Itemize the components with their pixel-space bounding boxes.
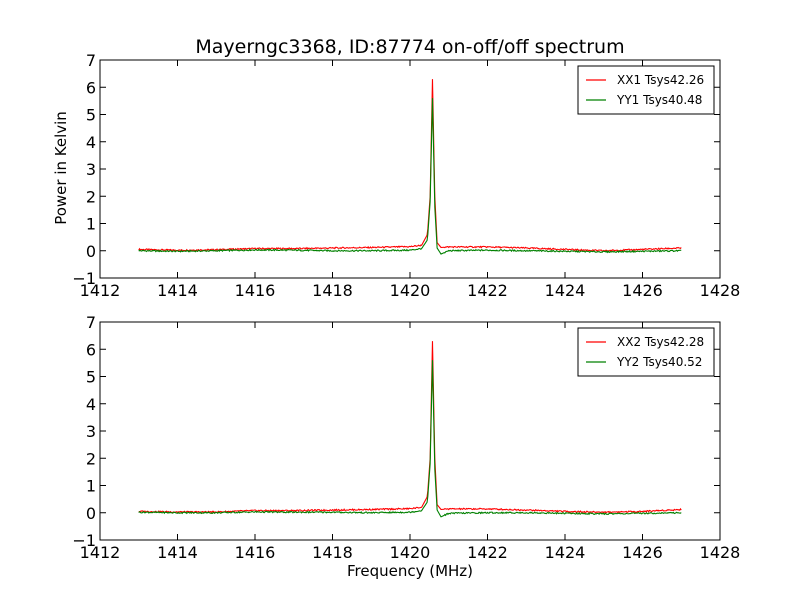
y-tick-label: 1 (86, 215, 96, 234)
y-tick-label: 5 (86, 368, 96, 387)
x-tick-label: 1414 (157, 543, 198, 562)
legend-label: YY1 Tsys40.48 (616, 93, 702, 107)
x-tick-label: 1416 (235, 281, 276, 300)
legend-box (577, 65, 715, 115)
y-tick-label: 6 (86, 340, 96, 359)
panels: 1412 1414 1416 1418 1420 1422 1424 1426 1428−101… (72, 51, 740, 562)
x-tick-label: 1420 (390, 543, 431, 562)
y-tick-label: 5 (86, 106, 96, 125)
x-tick-label: 1426 (622, 543, 663, 562)
panel-1: 1412 1414 1416 1418 1420 1422 1424 1426 1428−101… (72, 51, 740, 300)
y-tick-label: 1 (86, 477, 96, 496)
x-tick-label: 1418 (312, 543, 353, 562)
x-tick-label: 1418 (312, 281, 353, 300)
y-tick-label: 7 (86, 313, 96, 332)
x-tick-label: 1422 (467, 281, 508, 300)
x-tick-label: 1412 (80, 543, 121, 562)
y-tick-label: 4 (86, 133, 96, 152)
y-tick-label: 2 (86, 187, 96, 206)
legend-label: XX1 Tsys42.26 (617, 73, 704, 87)
y-axis-label: Power in Kelvin (52, 111, 70, 225)
x-tick-label: 1426 (622, 281, 663, 300)
x-tick-label: 1422 (467, 543, 508, 562)
x-tick-label: 1412 (80, 281, 121, 300)
chart-title: Mayerngc3368, ID:87774 on-off/off spectr… (195, 36, 624, 58)
x-tick-label: 1428 (700, 543, 741, 562)
x-tick-label: 1416 (235, 543, 276, 562)
legend-label: XX2 Tsys42.28 (617, 335, 704, 349)
series-line-1 (138, 341, 682, 514)
y-tick-label: 3 (86, 422, 96, 441)
legend: XX2 Tsys42.28 YY2 Tsys40.52 (577, 327, 715, 377)
x-tick-label: 1424 (545, 281, 586, 300)
y-tick-label: 3 (86, 160, 96, 179)
x-tick-label: 1424 (545, 543, 586, 562)
legend-box (577, 327, 715, 377)
x-tick-label: 1428 (700, 281, 741, 300)
legend-label: YY2 Tsys40.52 (616, 355, 702, 369)
y-tick-label: 0 (86, 242, 96, 261)
y-tick-label: 0 (86, 504, 96, 523)
legend: XX1 Tsys42.26 YY1 Tsys40.48 (577, 65, 715, 115)
y-tick-label: −1 (72, 269, 96, 288)
y-tick-label: −1 (72, 531, 96, 550)
y-tick-label: 7 (86, 51, 96, 70)
y-tick-label: 6 (86, 78, 96, 97)
y-tick-label: 2 (86, 449, 96, 468)
series-line-2 (138, 98, 682, 255)
series-line-2 (138, 360, 682, 518)
panel-2: 1412 1414 1416 1418 1420 1422 1424 1426 1428−101… (72, 313, 740, 562)
x-tick-label: 1420 (390, 281, 431, 300)
x-axis-label: Frequency (MHz) (347, 562, 473, 580)
y-tick-label: 4 (86, 395, 96, 414)
x-tick-label: 1414 (157, 281, 198, 300)
